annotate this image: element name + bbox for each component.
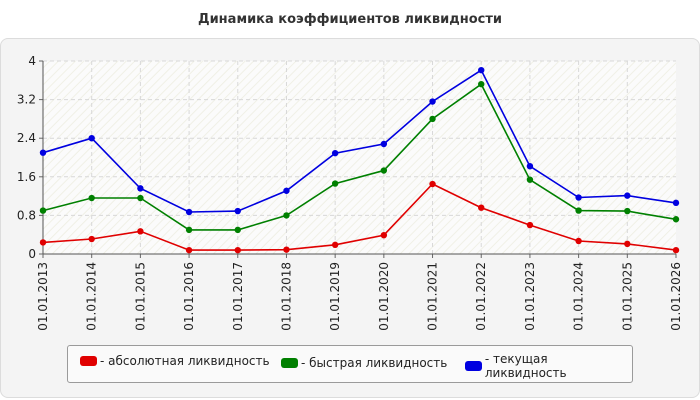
data-point-1-3	[185, 226, 193, 234]
data-point-2-7	[380, 140, 388, 148]
data-point-0-8	[429, 180, 436, 188]
data-point-0-13	[672, 246, 680, 254]
grid	[43, 60, 676, 254]
data-point-2-1	[88, 135, 95, 142]
x-tick-label: 01.01.2017	[231, 262, 245, 331]
legend-item-quick: - быстрая ликвидность	[281, 356, 447, 370]
x-tick-label: 01.01.2020	[377, 262, 391, 331]
data-point-1-4	[234, 226, 241, 234]
y-tick-label: 0.8	[17, 208, 36, 222]
data-point-2-5	[283, 187, 290, 194]
data-point-0-11	[575, 237, 582, 245]
data-point-1-2	[137, 194, 144, 202]
chart-title: Динамика коэффициентов ликвидности	[198, 12, 502, 27]
x-tick-label: 01.01.2016	[182, 262, 196, 331]
data-point-2-2	[137, 185, 144, 192]
legend-label-current: - текущая ликвидность	[484, 352, 567, 380]
data-point-1-8	[429, 115, 436, 123]
data-point-0-6	[331, 241, 339, 249]
data-point-1-6	[331, 180, 339, 187]
legend: - абсолютная ликвидность - быстрая ликви…	[67, 345, 633, 383]
plot-area	[43, 61, 676, 254]
data-point-0-5	[283, 246, 290, 253]
x-tick-label: 01.01.2026	[669, 262, 683, 331]
x-tick-label: 01.01.2018	[279, 262, 293, 331]
x-tick-label: 01.01.2022	[474, 262, 488, 331]
y-tick-label: 2.4	[17, 131, 36, 145]
data-point-0-10	[526, 221, 534, 229]
series-line-1	[42, 83, 677, 231]
x-tick-label: 01.01.2019	[328, 262, 342, 331]
x-tick-label: 01.01.2013	[36, 262, 50, 331]
data-point-2-6	[331, 149, 339, 157]
y-tick-label: 0	[28, 247, 36, 261]
data-point-1-9	[478, 80, 485, 88]
x-tick-label: 01.01.2021	[426, 262, 440, 331]
y-tick-labels: 0 0.8 1.6 2.4 3.2 4	[17, 54, 36, 261]
x-tick-label: 01.01.2023	[523, 262, 537, 331]
data-point-2-10	[526, 162, 534, 170]
data-point-2-0	[39, 149, 47, 156]
data-point-0-4	[234, 246, 241, 254]
data-point-1-11	[575, 207, 582, 214]
series-2	[39, 66, 680, 216]
x-tick-label: 01.01.2024	[572, 262, 586, 331]
data-point-2-12	[624, 192, 631, 199]
legend-label-quick: - быстрая ликвидность	[301, 356, 448, 370]
legend-swatch-current	[465, 361, 482, 371]
data-point-2-4	[234, 207, 241, 215]
y-tick-label: 4	[28, 54, 36, 68]
x-tick-label: 01.01.2014	[85, 262, 99, 331]
legend-item-current: - текущая ликвидность	[465, 352, 632, 380]
data-point-2-9	[478, 66, 485, 74]
data-point-2-8	[429, 98, 436, 105]
x-tick-label: 01.01.2025	[620, 262, 634, 331]
y-tick-label: 1.6	[17, 170, 36, 184]
data-point-1-5	[283, 212, 290, 219]
data-point-0-7	[380, 231, 388, 239]
data-point-0-1	[88, 235, 95, 243]
data-point-0-9	[478, 204, 485, 211]
data-point-2-3	[185, 208, 193, 216]
data-point-1-12	[624, 207, 631, 215]
y-tick-label: 3.2	[17, 93, 36, 107]
data-point-2-13	[672, 199, 680, 207]
data-point-1-0	[39, 207, 47, 214]
data-point-1-10	[526, 176, 534, 183]
legend-label-absolute: - абсолютная ликвидность	[100, 354, 270, 368]
x-tick-labels: 01.01.2013 01.01.2014 01.01.2015 01.01.2016…	[36, 262, 683, 331]
axes	[39, 60, 677, 258]
series-line-0	[42, 183, 677, 251]
data-point-0-2	[137, 228, 144, 235]
data-point-0-3	[185, 246, 193, 254]
data-point-1-1	[88, 194, 95, 202]
data-point-0-0	[39, 239, 47, 246]
series	[39, 66, 680, 254]
legend-item-absolute: - абсолютная ликвидность	[80, 354, 270, 368]
x-tick-label: 01.01.2015	[133, 262, 147, 331]
series-line-2	[42, 69, 677, 213]
data-point-1-13	[672, 216, 680, 223]
legend-swatch-quick	[281, 358, 298, 368]
series-1	[39, 80, 680, 234]
data-point-0-12	[624, 240, 631, 248]
series-0	[39, 180, 680, 254]
data-point-1-7	[380, 167, 388, 174]
data-point-2-11	[575, 194, 582, 201]
legend-swatch-absolute	[80, 356, 97, 366]
